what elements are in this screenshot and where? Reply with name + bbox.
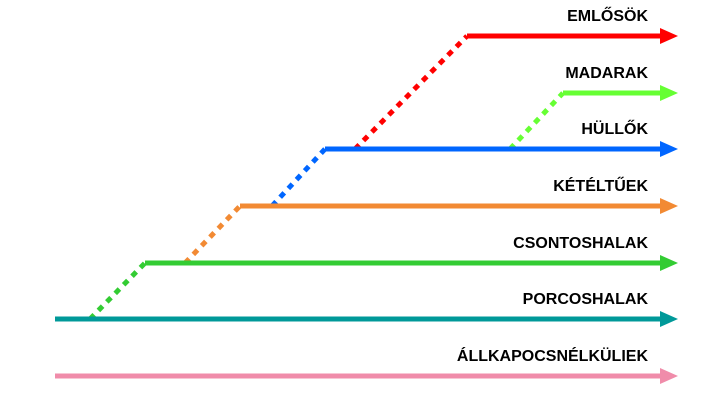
- arrow-head: [660, 255, 678, 271]
- branch-dotted: [88, 261, 147, 321]
- lineage-label: PORCOSHALAK: [523, 291, 649, 308]
- lineage-label: HÜLLŐK: [581, 119, 648, 138]
- arrow-head: [660, 198, 678, 214]
- branch-dotted: [508, 91, 565, 151]
- lineage-label: MADARAK: [565, 65, 648, 82]
- branch-dotted: [270, 147, 327, 208]
- arrow-head: [660, 28, 678, 44]
- arrow-head: [660, 85, 678, 101]
- branch-dotted: [183, 204, 242, 265]
- lineage-label: ÁLLKAPOCSNÉLKÜLIEK: [457, 346, 649, 365]
- arrow-head: [660, 368, 678, 384]
- arrow-head: [660, 141, 678, 157]
- branch-dotted: [353, 34, 469, 151]
- lineage-label: CSONTOSHALAK: [513, 235, 648, 252]
- lineage-label: KÉTÉLTŰEK: [553, 176, 648, 195]
- arrow-head: [660, 311, 678, 327]
- lineage-label: EMLŐSÖK: [567, 6, 648, 25]
